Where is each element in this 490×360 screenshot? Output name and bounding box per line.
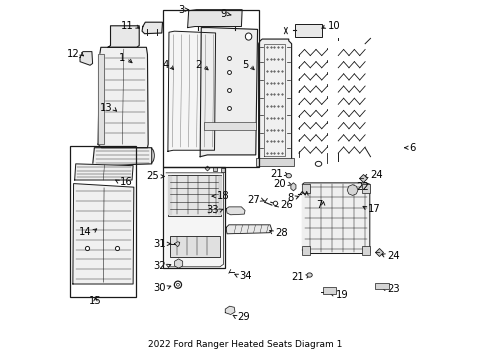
Text: 2022 Ford Ranger Heated Seats Diagram 1: 2022 Ford Ranger Heated Seats Diagram 1 xyxy=(148,341,342,350)
Polygon shape xyxy=(188,10,242,28)
Ellipse shape xyxy=(273,201,278,206)
Ellipse shape xyxy=(174,281,181,288)
Text: 23: 23 xyxy=(388,284,400,294)
Text: 14: 14 xyxy=(79,227,92,237)
Text: 33: 33 xyxy=(206,206,219,216)
Text: 31: 31 xyxy=(153,239,166,249)
Bar xyxy=(375,283,389,289)
Bar xyxy=(302,184,310,193)
Text: 17: 17 xyxy=(368,204,381,214)
Text: 16: 16 xyxy=(120,177,133,187)
Polygon shape xyxy=(108,26,139,47)
Text: 4: 4 xyxy=(162,60,169,70)
Polygon shape xyxy=(174,242,180,247)
Polygon shape xyxy=(226,225,272,234)
Ellipse shape xyxy=(176,283,179,286)
Text: 19: 19 xyxy=(336,290,348,300)
Text: 21: 21 xyxy=(270,168,283,179)
Bar xyxy=(70,146,136,297)
Polygon shape xyxy=(98,54,104,144)
Polygon shape xyxy=(225,306,235,315)
Text: 27: 27 xyxy=(247,195,260,205)
Polygon shape xyxy=(302,183,370,253)
Polygon shape xyxy=(200,28,258,157)
Bar xyxy=(168,175,221,216)
Text: 13: 13 xyxy=(99,103,112,113)
Polygon shape xyxy=(291,183,296,191)
Polygon shape xyxy=(98,47,148,148)
Bar xyxy=(362,246,370,255)
Bar xyxy=(163,10,259,167)
Text: 3: 3 xyxy=(178,5,184,15)
Text: 8: 8 xyxy=(287,193,294,203)
Polygon shape xyxy=(73,184,134,284)
Bar xyxy=(256,158,294,166)
Text: 29: 29 xyxy=(237,312,250,322)
Polygon shape xyxy=(166,173,223,267)
Bar xyxy=(323,287,336,294)
Text: 32: 32 xyxy=(153,261,166,271)
Bar xyxy=(302,246,310,255)
Ellipse shape xyxy=(245,33,252,40)
Text: 24: 24 xyxy=(387,251,400,261)
Text: 20: 20 xyxy=(273,179,286,189)
Polygon shape xyxy=(93,148,152,167)
Polygon shape xyxy=(218,176,221,214)
Polygon shape xyxy=(168,31,216,151)
Text: 34: 34 xyxy=(239,271,251,281)
Ellipse shape xyxy=(315,161,322,166)
Text: 6: 6 xyxy=(409,143,416,153)
Bar xyxy=(170,236,220,257)
Text: 21: 21 xyxy=(292,272,304,282)
Text: 7: 7 xyxy=(316,200,322,210)
Text: 2: 2 xyxy=(196,60,202,70)
Text: 11: 11 xyxy=(121,21,134,31)
Text: 30: 30 xyxy=(153,283,166,293)
Text: 1: 1 xyxy=(119,53,125,63)
Bar xyxy=(295,24,322,37)
Text: 22: 22 xyxy=(357,182,369,192)
Ellipse shape xyxy=(307,273,312,277)
Bar xyxy=(362,184,370,193)
Bar xyxy=(163,167,225,268)
Text: 28: 28 xyxy=(275,228,288,238)
Text: 15: 15 xyxy=(89,296,102,306)
Text: 10: 10 xyxy=(328,21,341,31)
Polygon shape xyxy=(74,164,133,180)
Ellipse shape xyxy=(286,174,292,178)
Text: 12: 12 xyxy=(67,49,80,59)
Polygon shape xyxy=(142,22,163,34)
Text: 9: 9 xyxy=(220,9,227,19)
Polygon shape xyxy=(259,39,292,163)
Polygon shape xyxy=(80,51,93,65)
Polygon shape xyxy=(168,176,172,214)
Text: 24: 24 xyxy=(370,170,382,180)
Text: 25: 25 xyxy=(146,171,159,181)
Bar xyxy=(204,122,256,130)
Text: 5: 5 xyxy=(242,60,248,70)
Text: 26: 26 xyxy=(280,200,293,210)
Text: 18: 18 xyxy=(217,191,229,201)
Polygon shape xyxy=(226,207,245,215)
